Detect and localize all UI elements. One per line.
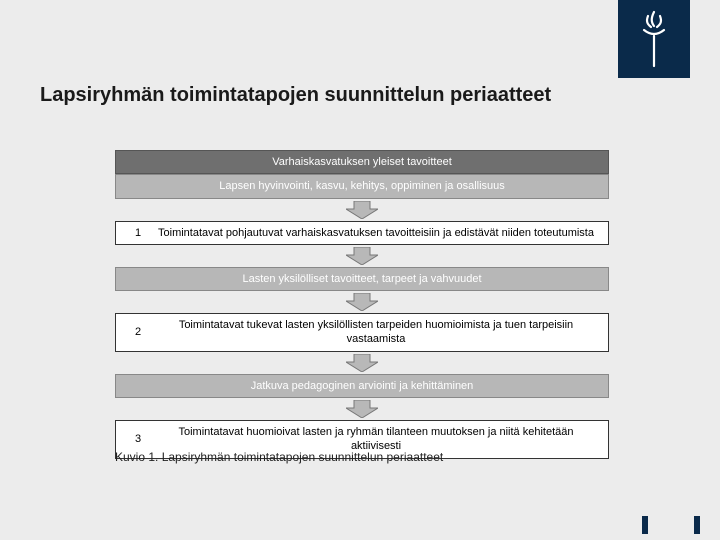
flow-node-5-num: 2 — [124, 325, 152, 339]
flow-arrow — [115, 201, 609, 219]
flow-node-1: Varhaiskasvatuksen yleiset tavoitteet — [115, 150, 609, 174]
flow-arrow — [115, 247, 609, 265]
flow-arrow — [115, 293, 609, 311]
flow-node-3-num: 1 — [124, 226, 152, 240]
caption-text: Lapsiryhmän toimintatapojen suunnittelun… — [162, 450, 444, 464]
flow-node-4-text: Lasten yksilölliset tavoitteet, tarpeet … — [242, 273, 481, 285]
flow-node-4: Lasten yksilölliset tavoitteet, tarpeet … — [115, 267, 609, 291]
flow-node-2-text: Lapsen hyvinvointi, kasvu, kehitys, oppi… — [219, 180, 505, 192]
flow-node-6-text: Jatkuva pedagoginen arviointi ja kehittä… — [251, 380, 474, 392]
footer-mark — [694, 516, 700, 534]
flow-node-5: 2 Toimintatavat tukevat lasten yksilölli… — [115, 313, 609, 352]
flow-node-1-text: Varhaiskasvatuksen yleiset tavoitteet — [272, 156, 452, 168]
page-title: Lapsiryhmän toimintatapojen suunnittelun… — [40, 84, 551, 107]
flow-node-3: 1 Toimintatavat pohjautuvat varhaiskasva… — [115, 221, 609, 245]
university-logo — [618, 0, 690, 78]
flow-node-2: Lapsen hyvinvointi, kasvu, kehitys, oppi… — [115, 174, 609, 198]
footer-mark — [642, 516, 648, 534]
flow-node-6: Jatkuva pedagoginen arviointi ja kehittä… — [115, 374, 609, 398]
footer-marks — [642, 516, 700, 534]
flow-node-7-num: 3 — [124, 432, 152, 446]
flow-arrow — [115, 354, 609, 372]
figure-caption: Kuvio 1. Lapsiryhmän toimintatapojen suu… — [115, 450, 443, 464]
flow-node-5-text: Toimintatavat tukevat lasten yksilöllist… — [152, 318, 600, 347]
flow-arrow — [115, 400, 609, 418]
caption-prefix: Kuvio 1. — [115, 450, 162, 464]
flow-node-3-text: Toimintatavat pohjautuvat varhaiskasvatu… — [152, 226, 600, 240]
flowchart: Varhaiskasvatuksen yleiset tavoitteet La… — [115, 150, 609, 459]
torch-icon — [634, 10, 674, 68]
